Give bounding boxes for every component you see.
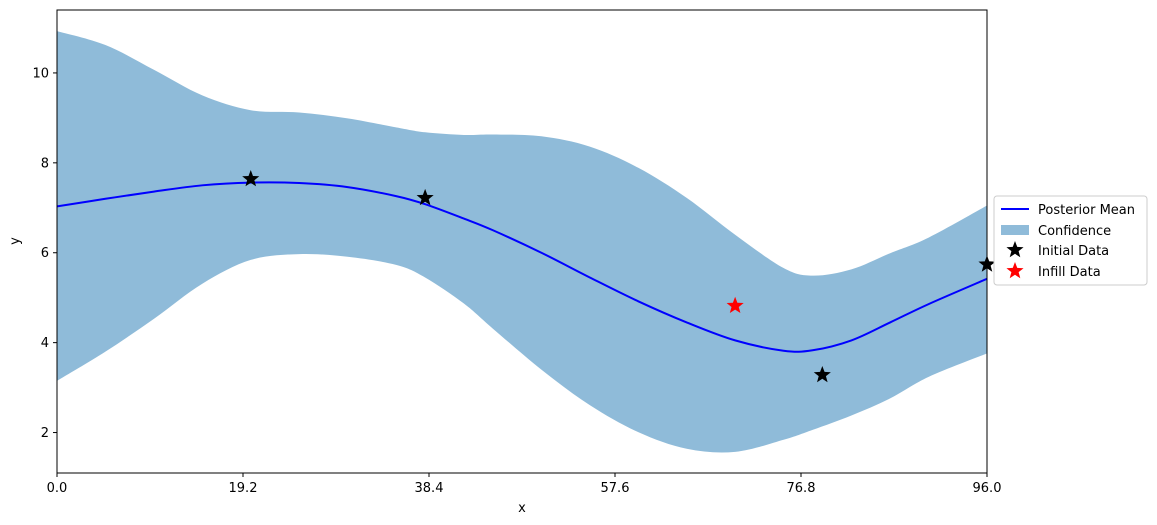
confidence-band	[57, 31, 987, 453]
legend-initial-star-icon	[1006, 241, 1024, 258]
x-tick-label: 76.8	[787, 481, 816, 496]
posterior-mean-line	[57, 181, 987, 353]
legend-initial-label: Initial Data	[1038, 244, 1109, 259]
y-tick-label: 8	[41, 156, 49, 171]
x-tick-label: 57.6	[601, 481, 630, 496]
x-tick-label: 0.0	[47, 481, 68, 496]
x-tick-label: 38.4	[415, 481, 444, 496]
x-axis-label: x	[518, 501, 526, 516]
initial-data-point	[416, 188, 434, 206]
initial-data-point	[242, 170, 260, 187]
y-tick-label: 10	[32, 66, 49, 81]
infill-data-markers	[726, 296, 744, 314]
infill-data-point	[726, 296, 744, 314]
legend-mean-label: Posterior Mean	[1038, 203, 1135, 218]
legend-infill-star-icon	[1006, 262, 1024, 279]
y-tick-label: 4	[41, 336, 49, 351]
y-axis: 2 4 6 8 10	[32, 66, 57, 441]
legend-confidence-swatch	[1001, 225, 1029, 235]
y-tick-label: 6	[41, 246, 49, 261]
legend-confidence-label: Confidence	[1038, 224, 1111, 239]
legend-frame	[993, 195, 1148, 286]
plot-frame	[56, 9, 988, 474]
y-axis-label: y	[8, 237, 23, 245]
plot-area	[57, 31, 996, 453]
x-tick-label: 96.0	[973, 481, 1002, 496]
legend-infill-label: Infill Data	[1038, 265, 1101, 280]
y-tick-label: 2	[41, 426, 49, 441]
initial-data-point	[813, 366, 831, 383]
x-axis: 0.0 19.2 38.4 57.6 76.8 96.0	[47, 473, 1002, 496]
x-tick-label: 19.2	[229, 481, 258, 496]
legend: Posterior Mean Confidence Initial Data I…	[993, 195, 1148, 286]
